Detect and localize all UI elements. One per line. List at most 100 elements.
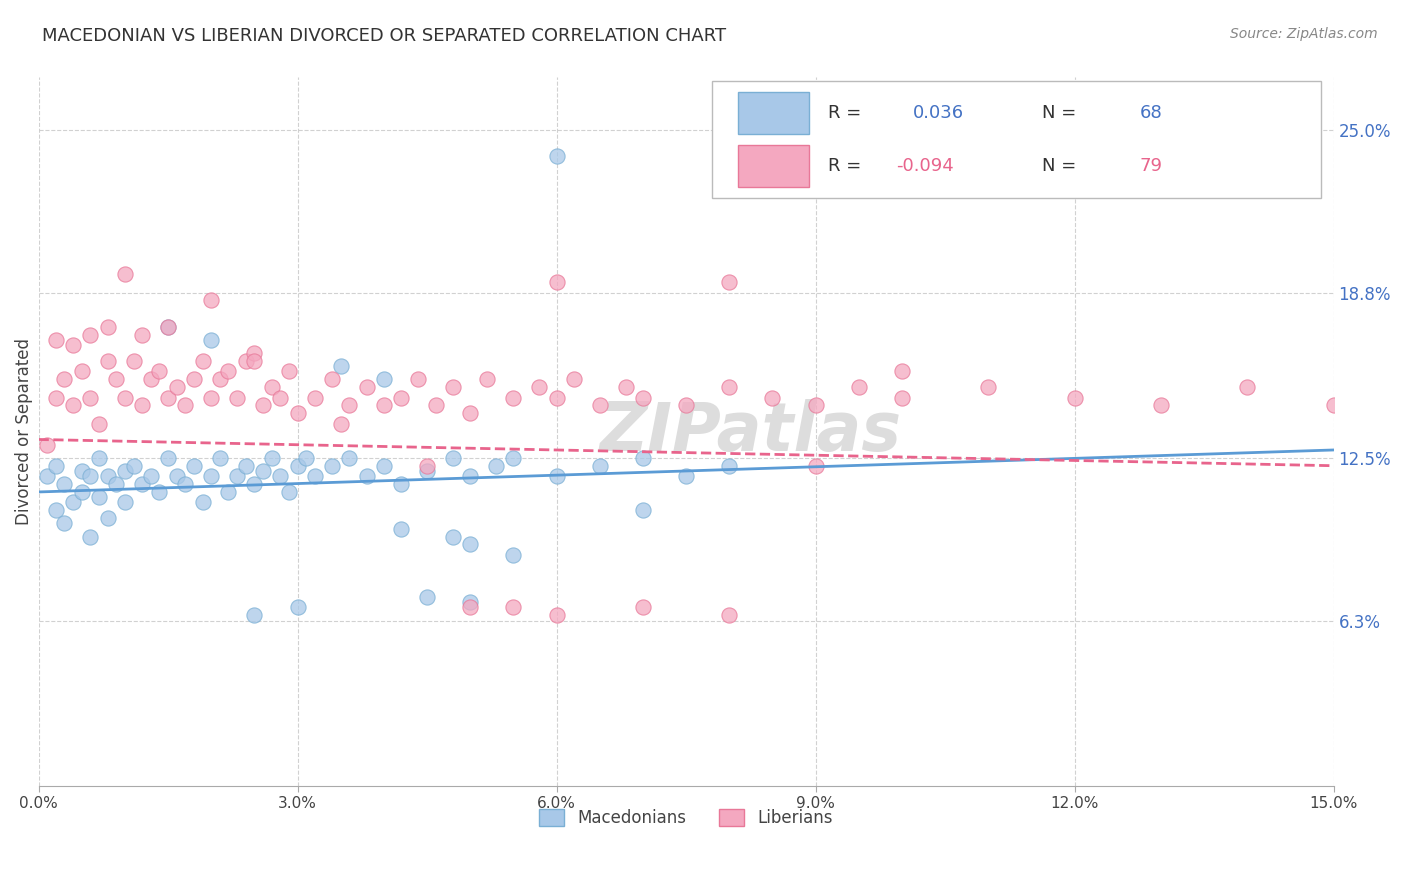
- Point: [157, 450, 180, 465]
- Point: [546, 608, 568, 623]
- Point: [105, 372, 128, 386]
- Point: [166, 380, 188, 394]
- Point: [287, 458, 309, 473]
- Point: [458, 595, 481, 609]
- Point: [458, 406, 481, 420]
- Point: [79, 391, 101, 405]
- Point: [252, 398, 274, 412]
- Point: [458, 469, 481, 483]
- Point: [139, 469, 162, 483]
- Text: N =: N =: [1042, 157, 1083, 175]
- Point: [114, 464, 136, 478]
- Point: [226, 391, 249, 405]
- Point: [389, 391, 412, 405]
- Point: [260, 380, 283, 394]
- Point: [37, 469, 59, 483]
- Point: [458, 600, 481, 615]
- Point: [243, 477, 266, 491]
- Point: [97, 469, 120, 483]
- Point: [97, 511, 120, 525]
- Point: [675, 398, 697, 412]
- Point: [62, 338, 84, 352]
- Point: [416, 590, 439, 604]
- Point: [97, 353, 120, 368]
- Point: [287, 600, 309, 615]
- Text: R =: R =: [828, 103, 868, 122]
- Point: [131, 477, 153, 491]
- Point: [45, 391, 67, 405]
- Point: [79, 327, 101, 342]
- Point: [235, 353, 257, 368]
- Point: [1063, 391, 1085, 405]
- Point: [157, 319, 180, 334]
- Text: Source: ZipAtlas.com: Source: ZipAtlas.com: [1230, 27, 1378, 41]
- Point: [53, 477, 76, 491]
- Point: [502, 450, 524, 465]
- Point: [287, 406, 309, 420]
- Point: [183, 372, 205, 386]
- Point: [356, 380, 378, 394]
- Point: [329, 417, 352, 431]
- Point: [114, 267, 136, 281]
- Point: [631, 391, 654, 405]
- Point: [148, 485, 170, 500]
- Point: [416, 458, 439, 473]
- Point: [1322, 398, 1344, 412]
- Point: [373, 398, 395, 412]
- Text: R =: R =: [828, 157, 868, 175]
- Point: [131, 398, 153, 412]
- Point: [87, 417, 110, 431]
- Point: [718, 458, 741, 473]
- Point: [718, 275, 741, 289]
- Point: [631, 450, 654, 465]
- Point: [804, 398, 827, 412]
- Point: [977, 380, 1000, 394]
- Point: [546, 275, 568, 289]
- Point: [45, 503, 67, 517]
- Point: [70, 485, 93, 500]
- Point: [183, 458, 205, 473]
- Point: [337, 398, 360, 412]
- Point: [122, 353, 145, 368]
- Point: [304, 391, 326, 405]
- Point: [174, 398, 197, 412]
- Point: [87, 450, 110, 465]
- Point: [269, 469, 291, 483]
- Point: [157, 391, 180, 405]
- Text: 68: 68: [1139, 103, 1161, 122]
- Point: [389, 477, 412, 491]
- Point: [235, 458, 257, 473]
- Point: [1150, 398, 1173, 412]
- Point: [389, 522, 412, 536]
- Point: [157, 319, 180, 334]
- Point: [356, 469, 378, 483]
- Point: [502, 548, 524, 562]
- Point: [502, 600, 524, 615]
- Point: [200, 469, 222, 483]
- Y-axis label: Divorced or Separated: Divorced or Separated: [15, 338, 32, 525]
- Point: [114, 391, 136, 405]
- Point: [848, 380, 870, 394]
- Point: [337, 450, 360, 465]
- Point: [218, 364, 240, 378]
- FancyBboxPatch shape: [738, 92, 808, 134]
- Point: [761, 391, 783, 405]
- Point: [87, 490, 110, 504]
- Point: [62, 495, 84, 509]
- Point: [416, 464, 439, 478]
- Point: [562, 372, 585, 386]
- Point: [373, 372, 395, 386]
- Point: [200, 293, 222, 308]
- Text: MACEDONIAN VS LIBERIAN DIVORCED OR SEPARATED CORRELATION CHART: MACEDONIAN VS LIBERIAN DIVORCED OR SEPAR…: [42, 27, 727, 45]
- Point: [718, 608, 741, 623]
- Point: [70, 364, 93, 378]
- Point: [200, 391, 222, 405]
- Point: [441, 380, 464, 394]
- Point: [321, 458, 343, 473]
- Text: 0.036: 0.036: [912, 103, 963, 122]
- Point: [321, 372, 343, 386]
- Legend: Macedonians, Liberians: Macedonians, Liberians: [531, 803, 839, 834]
- Point: [890, 364, 912, 378]
- Point: [277, 485, 299, 500]
- Text: ZIPatlas: ZIPatlas: [600, 399, 901, 465]
